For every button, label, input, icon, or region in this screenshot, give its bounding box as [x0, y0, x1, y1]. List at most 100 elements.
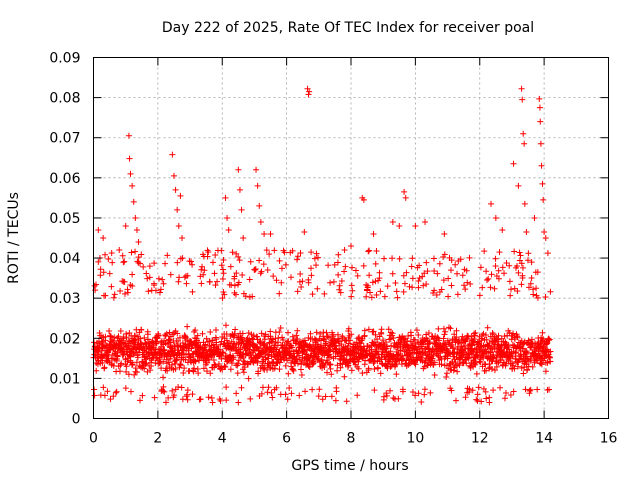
roti-point: [456, 340, 463, 347]
roti-point: [526, 387, 533, 394]
roti-peak-point: [253, 166, 260, 173]
roti-point: [223, 397, 230, 404]
roti-point: [175, 383, 182, 390]
roti-point: [309, 386, 316, 393]
roti-point: [277, 324, 284, 331]
roti-point: [367, 289, 374, 296]
roti-point: [205, 394, 212, 401]
roti-point: [235, 279, 242, 286]
roti-point: [534, 386, 541, 393]
roti-point: [379, 361, 386, 368]
roti-point: [265, 384, 272, 391]
roti-point: [374, 336, 381, 343]
x-tick-label: 16: [600, 431, 618, 447]
roti-point: [441, 251, 448, 258]
roti-point: [264, 267, 271, 274]
roti-point: [390, 395, 397, 402]
roti-point: [317, 337, 324, 344]
roti-point: [224, 358, 231, 365]
roti-point: [526, 284, 533, 291]
roti-point: [389, 330, 396, 337]
roti-point: [317, 330, 324, 337]
roti-peak-point: [401, 188, 408, 195]
roti-peak-point: [486, 399, 493, 406]
roti-point: [403, 269, 410, 276]
roti-point: [332, 339, 339, 346]
roti-point: [440, 325, 447, 332]
roti-point: [395, 395, 402, 402]
roti-point: [534, 294, 541, 301]
roti-point: [278, 279, 285, 286]
roti-point: [133, 369, 140, 376]
roti-point: [220, 270, 227, 277]
roti-point: [397, 339, 404, 346]
roti-peak-point: [130, 198, 137, 205]
roti-point: [189, 391, 196, 398]
roti-point: [152, 349, 159, 356]
roti-point: [318, 356, 325, 363]
roti-point: [348, 367, 355, 374]
roti-point: [475, 384, 482, 391]
roti-point: [100, 384, 107, 391]
roti-point: [314, 254, 321, 261]
roti-point: [483, 336, 490, 343]
roti-peak-point: [537, 118, 544, 125]
x-tick-label: 8: [347, 431, 356, 447]
roti-point: [325, 334, 332, 341]
roti-point: [345, 325, 352, 332]
roti-point: [166, 336, 173, 343]
roti-point: [145, 349, 152, 356]
roti-point: [231, 282, 238, 289]
roti-point: [393, 360, 400, 367]
roti-point: [150, 280, 157, 287]
roti-peak-point: [135, 239, 142, 246]
roti-point: [133, 359, 140, 366]
roti-point: [135, 259, 142, 266]
roti-point: [448, 387, 455, 394]
roti-peak-point: [254, 182, 261, 189]
roti-point: [137, 260, 144, 267]
roti-point: [100, 269, 107, 276]
roti-point: [177, 362, 184, 369]
roti-point: [383, 392, 390, 399]
roti-point: [151, 260, 158, 267]
roti-point: [514, 263, 521, 270]
roti-point: [464, 279, 471, 286]
roti-point: [197, 396, 204, 403]
roti-point: [538, 361, 545, 368]
roti-point: [138, 251, 145, 258]
roti-point: [529, 363, 536, 370]
roti-point: [477, 264, 484, 271]
roti-peak-point: [499, 226, 506, 233]
roti-point: [204, 253, 211, 260]
roti-point: [121, 290, 128, 297]
roti-point: [426, 339, 433, 346]
roti-point: [372, 260, 379, 267]
roti-point: [525, 250, 532, 257]
roti-point: [528, 274, 535, 281]
roti-point: [534, 269, 541, 276]
roti-point: [404, 338, 411, 344]
roti-point: [141, 334, 148, 341]
roti-point: [408, 332, 415, 339]
roti-point: [423, 259, 430, 266]
roti-point: [380, 393, 387, 400]
roti-point: [516, 249, 523, 256]
roti-point: [223, 337, 230, 344]
roti-peak-point: [510, 160, 517, 167]
roti-point: [167, 271, 174, 278]
roti-point: [511, 248, 518, 255]
roti-point: [298, 361, 305, 368]
roti-point: [174, 330, 181, 337]
chart-title: Day 222 of 2025, Rate Of TEC Index for r…: [162, 20, 534, 36]
roti-point: [320, 360, 327, 367]
roti-point: [232, 326, 239, 333]
roti-point: [222, 363, 229, 370]
roti-point: [492, 255, 499, 262]
roti-peak-point: [301, 228, 308, 235]
roti-point: [165, 349, 172, 356]
roti-point: [244, 360, 251, 367]
roti-point: [347, 337, 354, 344]
roti-peak-point: [422, 218, 429, 225]
